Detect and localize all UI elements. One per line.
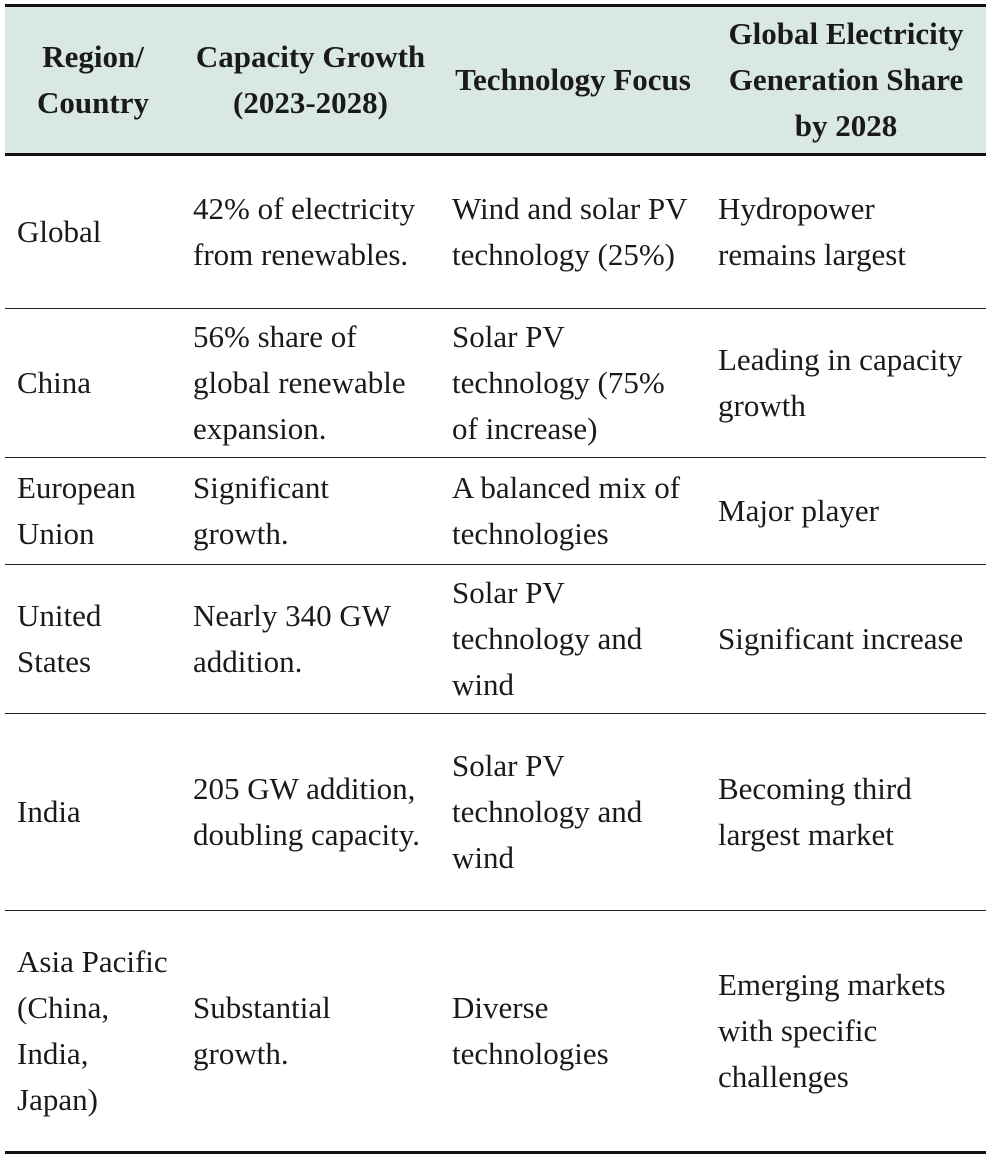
- header-row: Region/ Country Capacity Growth (2023-20…: [5, 5, 986, 155]
- table-row: China 56% share of global renewable expa…: [5, 309, 986, 458]
- cell-region: Global: [17, 214, 102, 249]
- header-capacity-growth: Capacity Growth (2023-2028): [195, 39, 426, 120]
- renewables-table: Region/ Country Capacity Growth (2023-20…: [5, 4, 986, 1154]
- cell-technology-focus: Solar PV technology and wind: [452, 575, 643, 702]
- cell-capacity-growth: 42% of electricity from renewables.: [193, 191, 416, 272]
- cell-capacity-growth: 205 GW addition, doubling capacity.: [193, 771, 420, 852]
- cell-technology-focus: Solar PV technology and wind: [452, 748, 643, 875]
- cell-region: European Union: [17, 470, 136, 551]
- cell-capacity-growth: Significant growth.: [193, 470, 330, 551]
- table-header: Region/ Country Capacity Growth (2023-20…: [5, 5, 986, 155]
- table-body: Global 42% of electricity from renewable…: [5, 155, 986, 1153]
- cell-technology-focus: Diverse technologies: [452, 990, 609, 1071]
- cell-technology-focus: Wind and solar PV technology (25%): [452, 191, 687, 272]
- cell-region: China: [17, 365, 92, 400]
- cell-generation-share: Becoming third largest market: [718, 771, 912, 852]
- table-row: Asia Pacific (China, India, Japan) Subst…: [5, 911, 986, 1153]
- cell-generation-share: Hydropower remains largest: [718, 191, 906, 272]
- table-row: United States Nearly 340 GW addition. So…: [5, 565, 986, 714]
- cell-generation-share: Significant increase: [718, 621, 964, 656]
- cell-capacity-growth: 56% share of global renewable expansion.: [193, 319, 406, 446]
- table-row: European Union Significant growth. A bal…: [5, 458, 986, 565]
- cell-region: Asia Pacific (China, India, Japan): [17, 944, 168, 1117]
- renewables-table-container: Region/ Country Capacity Growth (2023-20…: [5, 4, 986, 1154]
- cell-generation-share: Emerging markets with specific challenge…: [718, 967, 946, 1094]
- cell-technology-focus: Solar PV technology (75% of increase): [452, 319, 665, 446]
- header-region: Region/ Country: [37, 39, 149, 120]
- cell-capacity-growth: Substantial growth.: [193, 990, 331, 1071]
- header-technology-focus: Technology Focus: [455, 62, 691, 97]
- table-row: India 205 GW addition, doubling capacity…: [5, 714, 986, 911]
- header-generation-share: Global Electricity Generation Share by 2…: [728, 16, 964, 143]
- table-row: Global 42% of electricity from renewable…: [5, 155, 986, 309]
- cell-technology-focus: A balanced mix of technologies: [452, 470, 681, 551]
- cell-generation-share: Major player: [718, 493, 879, 528]
- cell-capacity-growth: Nearly 340 GW addition.: [193, 598, 391, 679]
- cell-region: United States: [17, 598, 102, 679]
- cell-region: India: [17, 794, 81, 829]
- cell-generation-share: Leading in capacity growth: [718, 342, 963, 423]
